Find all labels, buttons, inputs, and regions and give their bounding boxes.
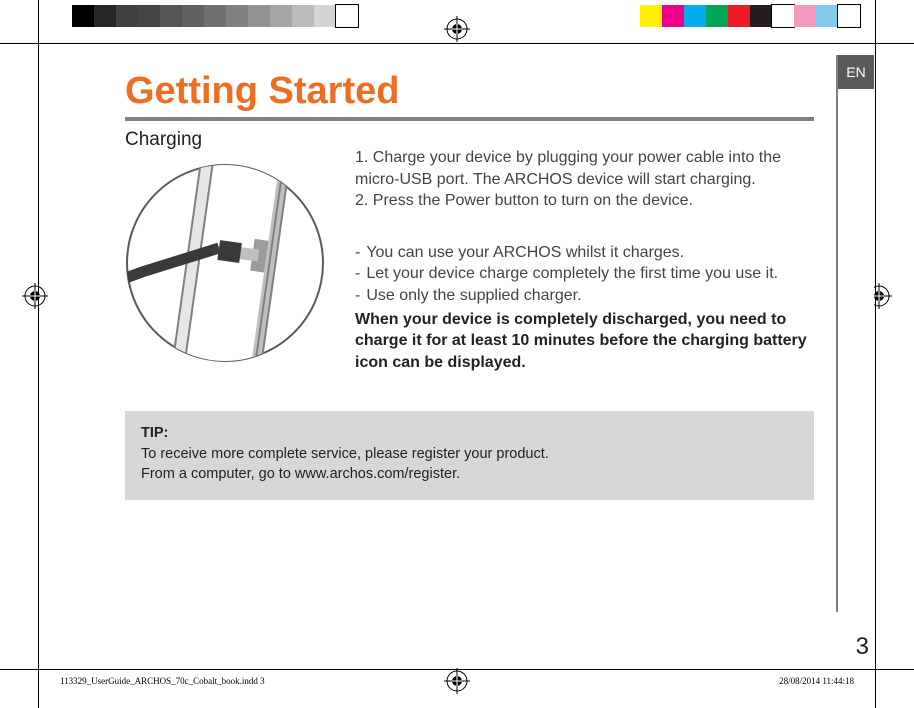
swatch bbox=[706, 5, 728, 27]
crop-line-left bbox=[38, 0, 39, 708]
swatch bbox=[248, 5, 270, 27]
bullet-2: Let your device charge completely the fi… bbox=[366, 263, 778, 285]
swatch bbox=[160, 5, 182, 27]
tip-box: TIP: To receive more complete service, p… bbox=[125, 411, 814, 500]
colorbar-grayscale bbox=[72, 5, 358, 27]
page-area: EN Getting Started Charging bbox=[57, 45, 874, 667]
side-rule bbox=[836, 55, 838, 612]
charging-illustration bbox=[125, 163, 325, 363]
registration-mark-icon bbox=[444, 16, 470, 42]
swatch bbox=[314, 5, 336, 27]
swatch bbox=[816, 5, 838, 27]
step-1: 1. Charge your device by plugging your p… bbox=[355, 147, 814, 190]
swatch bbox=[750, 5, 772, 27]
swatch bbox=[226, 5, 248, 27]
swatch bbox=[138, 5, 160, 27]
swatch bbox=[662, 5, 684, 27]
swatch bbox=[72, 5, 94, 27]
tip-line-1: To receive more complete service, please… bbox=[141, 444, 798, 464]
note-text: When your device is completely discharge… bbox=[355, 309, 814, 374]
tip-label: TIP: bbox=[141, 423, 798, 443]
crop-line-right bbox=[875, 0, 876, 708]
swatch bbox=[182, 5, 204, 27]
swatch bbox=[794, 5, 816, 27]
footer-date: 28/08/2014 11:44:18 bbox=[779, 676, 854, 686]
footer-file: 113329_UserGuide_ARCHOS_70c_Cobalt_book.… bbox=[60, 676, 265, 686]
crop-line-top bbox=[0, 43, 914, 44]
step-2: 2. Press the Power button to turn on the… bbox=[355, 190, 814, 212]
registration-mark-icon bbox=[22, 283, 48, 309]
swatch bbox=[94, 5, 116, 27]
swatch bbox=[640, 5, 662, 27]
swatch bbox=[684, 5, 706, 27]
swatch bbox=[728, 5, 750, 27]
page-number: 3 bbox=[856, 633, 869, 661]
content-area: Getting Started Charging bbox=[125, 70, 814, 647]
swatch bbox=[204, 5, 226, 27]
swatch bbox=[838, 5, 860, 27]
print-footer: 113329_UserGuide_ARCHOS_70c_Cobalt_book.… bbox=[60, 676, 854, 686]
bullet-1: You can use your ARCHOS whilst it charge… bbox=[366, 242, 684, 264]
colorbar-colors bbox=[640, 5, 860, 27]
title-rule bbox=[125, 117, 814, 121]
swatch bbox=[772, 5, 794, 27]
section-subtitle: Charging bbox=[125, 129, 335, 151]
swatch bbox=[336, 5, 358, 27]
bullet-3: Use only the supplied charger. bbox=[366, 285, 581, 307]
tip-line-2: From a computer, go to www.archos.com/re… bbox=[141, 464, 798, 484]
swatch bbox=[270, 5, 292, 27]
swatch bbox=[116, 5, 138, 27]
swatch bbox=[292, 5, 314, 27]
page-title: Getting Started bbox=[125, 70, 814, 113]
language-tab: EN bbox=[838, 55, 874, 89]
